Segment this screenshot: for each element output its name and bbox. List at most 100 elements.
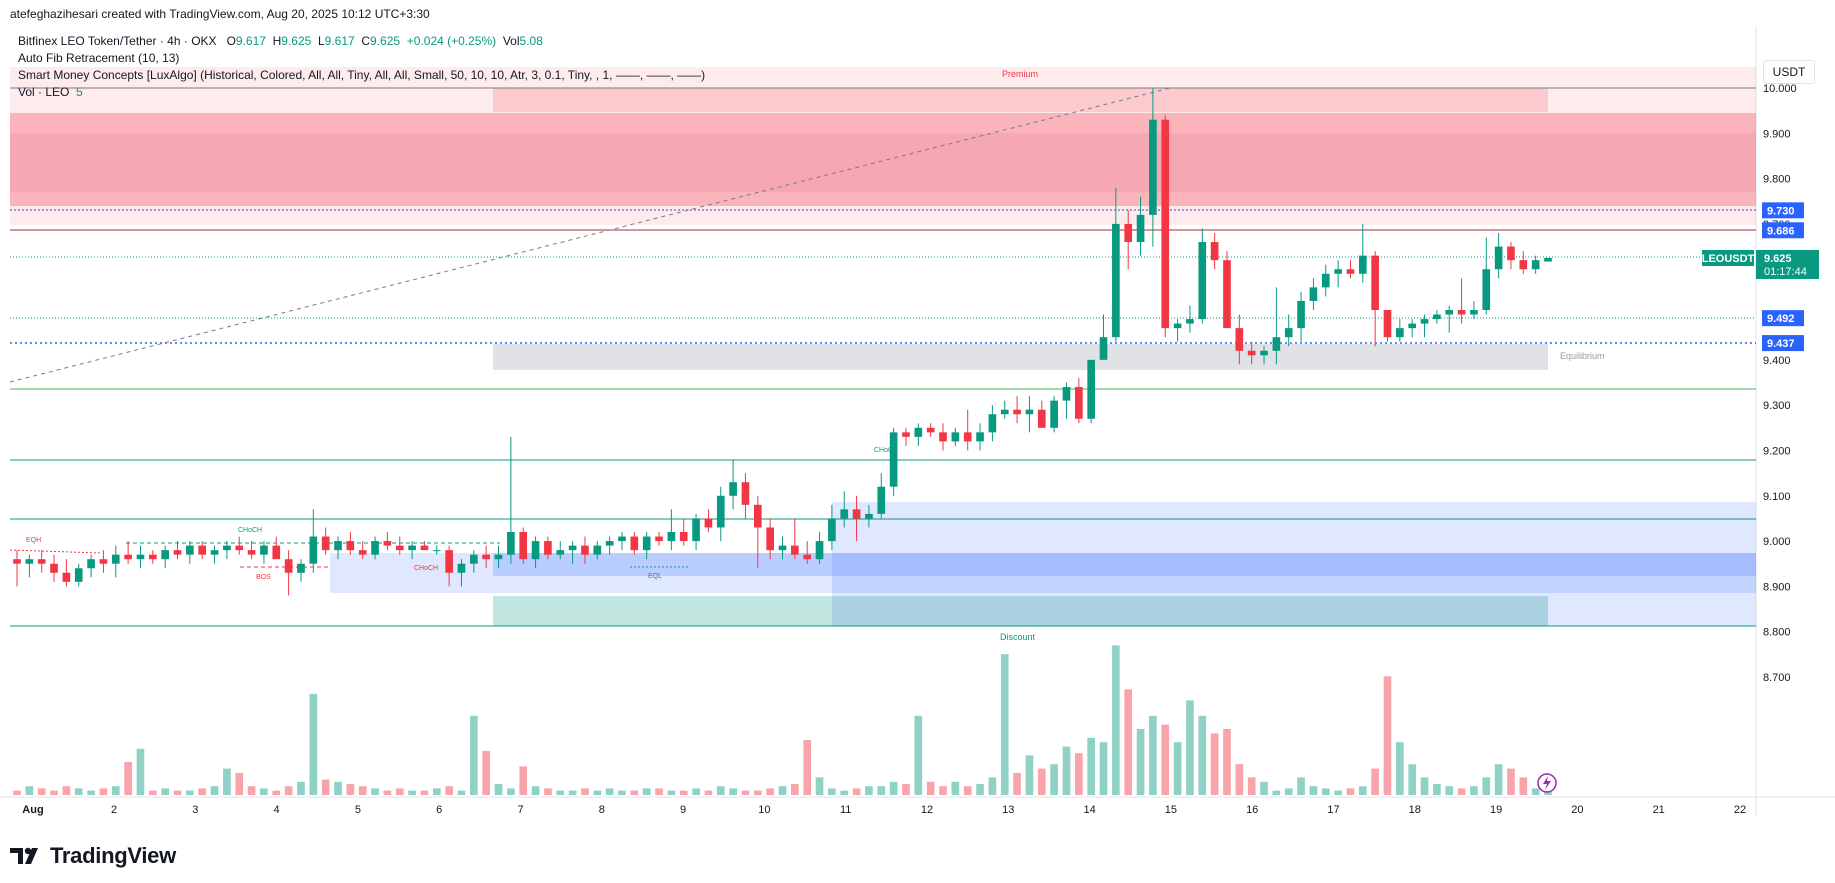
candle-body: [865, 513, 873, 519]
volume-bar: [679, 790, 688, 795]
price-tag-value: 9.437: [1767, 338, 1795, 350]
legend-volume-value: 5: [76, 85, 83, 99]
volume-bar: [828, 788, 836, 795]
candle-body: [1037, 409, 1046, 428]
volume-bar: [1000, 654, 1009, 795]
volume-bar: [210, 786, 219, 795]
candle-body: [1161, 119, 1170, 329]
candle-body: [655, 536, 663, 542]
volume-bar: [445, 786, 453, 795]
price-tags: 9.730 9.686 9.492 9.437: [1762, 202, 1804, 352]
price-tag-box: [1762, 222, 1804, 239]
candle-body: [321, 536, 330, 551]
volume-bar: [1433, 784, 1441, 795]
price-tick: 9.000: [1763, 536, 1791, 548]
candle-body: [963, 432, 972, 442]
volume-bar: [1087, 737, 1095, 795]
candle-body: [1112, 223, 1120, 338]
candle-body: [914, 427, 923, 437]
time-tick: 5: [355, 804, 361, 816]
ohlc-low-value: 9.617: [324, 34, 355, 48]
time-axis[interactable]: Aug 2 3 4 5 6 7 8 9 10 11 12 13 14 15 16 17 18 19 20 21 22: [22, 804, 1746, 816]
volume-bar: [1507, 768, 1515, 795]
volume-bar: [729, 788, 737, 795]
last-price-tag: LEOUSDT 9.625 01:17:44: [1702, 250, 1819, 279]
volume-bar: [383, 790, 392, 795]
candle-body: [581, 545, 589, 555]
discount-label: Discount: [1000, 632, 1036, 642]
candle-body: [877, 486, 886, 514]
volume-bar: [593, 790, 602, 795]
candle-body: [161, 550, 169, 560]
volume-bar: [494, 784, 503, 795]
candle-body: [457, 563, 466, 573]
chart-panel[interactable]: Premium Equilibrium Discount EQH BOS CHo…: [0, 26, 1835, 816]
volume-bar: [1161, 724, 1170, 795]
candle-body: [470, 554, 478, 564]
volume-bar: [692, 788, 700, 795]
time-tick: 10: [758, 804, 770, 816]
candlestick-chart[interactable]: Premium Equilibrium Discount EQH BOS CHo…: [0, 26, 1835, 816]
candle-body: [346, 541, 355, 551]
time-tick: 20: [1571, 804, 1583, 816]
legend-smc[interactable]: Smart Money Concepts [LuxAlgo] (Historic…: [18, 68, 706, 82]
candle-body: [1124, 223, 1133, 243]
price-tag-box: [1762, 335, 1804, 352]
candle-body: [1445, 310, 1454, 315]
volume-bar: [655, 788, 663, 795]
ohlc-high-label: H: [272, 34, 282, 48]
structure-label-choch-3: CHoCH: [874, 447, 898, 454]
candle-body: [926, 427, 935, 433]
volume-bar: [247, 786, 256, 795]
candle-body: [1186, 319, 1194, 324]
volume-bar: [198, 788, 207, 795]
candle-body: [494, 554, 503, 560]
structure-label-eqh: EQH: [26, 537, 41, 544]
volume-bar: [309, 693, 318, 795]
price-tick: 9.300: [1763, 400, 1791, 412]
time-tick: 9: [680, 804, 686, 816]
volume-bar: [1297, 777, 1305, 795]
candle-body: [1173, 323, 1182, 329]
volume-bar: [1346, 788, 1355, 795]
candle-body: [173, 550, 182, 555]
legend-symbol-row[interactable]: Bitfinex LEO Token/Tether · 4h · OKX O9.…: [18, 34, 543, 48]
volume-bar: [432, 788, 441, 795]
time-tick: 22: [1734, 804, 1746, 816]
volume-bar: [186, 790, 194, 795]
volume-bar: [1260, 781, 1268, 795]
volume-bar: [1013, 773, 1021, 795]
volume-bar: [766, 788, 774, 795]
volume-bar: [235, 773, 244, 795]
volume-bar: [1247, 777, 1256, 795]
candle-body: [840, 509, 849, 519]
currency-unit-button[interactable]: USDT: [1763, 60, 1815, 84]
candle-body: [482, 554, 491, 560]
lightning-icon[interactable]: [1537, 773, 1557, 793]
volume-bar: [1037, 768, 1046, 795]
time-tick: 11: [840, 804, 851, 816]
candle-body: [704, 518, 713, 528]
legend-fib[interactable]: Auto Fib Retracement (10, 13): [18, 51, 180, 65]
candle-body: [247, 550, 256, 555]
volume-bar: [1124, 689, 1133, 795]
price-tag-box: [1762, 202, 1804, 219]
volume-bar: [1210, 733, 1219, 795]
candle-body: [87, 559, 95, 569]
volume-bar: [173, 790, 182, 795]
candle-body: [1198, 242, 1207, 320]
volume-bar: [1223, 729, 1231, 795]
volume-bar: [1284, 788, 1293, 795]
candle-body: [1050, 400, 1058, 428]
candle-body: [432, 550, 441, 552]
legend-volume[interactable]: Vol · LEO 5: [18, 85, 83, 99]
price-tag-value: 9.686: [1767, 225, 1795, 237]
candle-body: [988, 414, 997, 433]
candle-body: [37, 559, 46, 564]
candle-body: [667, 532, 676, 542]
volume-bar: [1173, 742, 1182, 795]
candle-body: [148, 554, 157, 560]
price-axis[interactable]: 10.0009.9009.8009.7009.6009.5009.4009.30…: [1763, 83, 1797, 684]
volume-bar: [667, 790, 676, 795]
candle-body: [1099, 337, 1108, 360]
